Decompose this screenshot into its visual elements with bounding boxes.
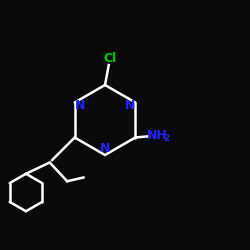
Text: N: N	[100, 142, 110, 155]
Text: N: N	[125, 99, 135, 112]
Text: Cl: Cl	[104, 52, 117, 65]
Text: NH: NH	[147, 129, 168, 142]
Text: 2: 2	[163, 134, 169, 143]
Text: N: N	[75, 99, 85, 112]
